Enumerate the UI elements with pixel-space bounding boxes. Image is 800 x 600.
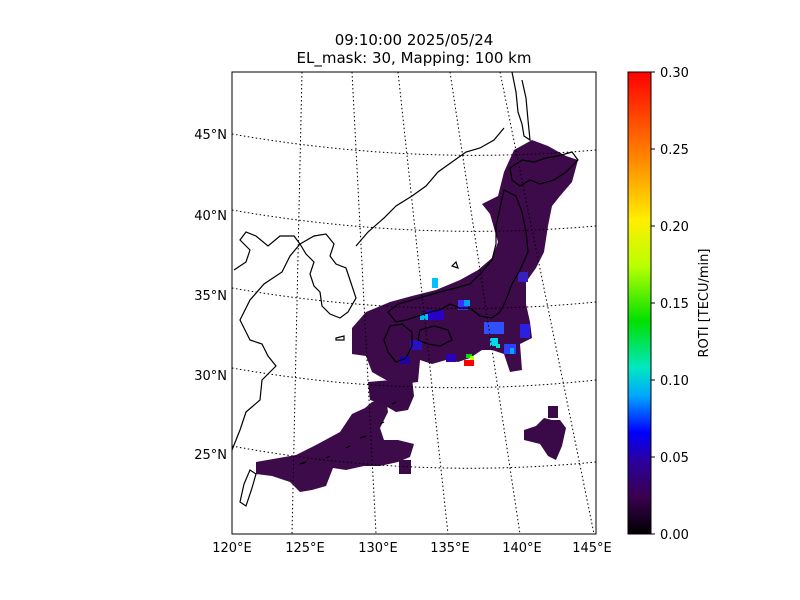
coastline-kyushu <box>383 323 413 363</box>
roti-cell-enhanced <box>520 324 530 338</box>
coastline-china <box>232 231 301 451</box>
graticule-lat-40 <box>232 209 596 232</box>
roti-cell-ogasawara-north <box>548 406 558 418</box>
colorbar-tick-label: 0.20 <box>660 220 689 235</box>
colorbar-tick-label: 0.00 <box>660 528 689 543</box>
roti-cell-hotspot <box>490 338 498 346</box>
graticule-lon-130 <box>351 72 377 534</box>
roti-cell-hotspot <box>496 344 500 348</box>
roti-cells-ogasawara <box>524 418 566 460</box>
roti-cell-enhanced <box>410 340 422 350</box>
lat-label-30: 30°N <box>194 369 227 384</box>
lat-label-45: 45°N <box>194 128 227 143</box>
roti-cell-hotspot <box>420 314 428 320</box>
colorbar-tick-label: 0.05 <box>660 451 689 466</box>
coastline-jeju <box>335 335 345 341</box>
coastline-shikoku <box>417 325 453 347</box>
coastline-ryukyu <box>299 401 397 465</box>
colorbar-tick-label: 0.10 <box>660 374 689 389</box>
coastline-hokkaido <box>509 151 579 187</box>
graticule-lat-30 <box>232 367 596 389</box>
roti-cell-hotspot <box>466 354 472 358</box>
colorbar-tick-label: 0.30 <box>660 66 689 81</box>
lat-label-25: 25°N <box>194 448 227 463</box>
lon-label-135: 135°E <box>430 541 470 556</box>
roti-cell-hotspot <box>470 356 474 360</box>
colorbar-tick-label: 0.15 <box>660 297 689 312</box>
roti-cell-isolated <box>399 460 411 474</box>
graticule-lon-135 <box>397 72 449 534</box>
plot-title-time: 09:10:00 2025/05/24 <box>334 31 494 49</box>
lat-label-40: 40°N <box>194 209 227 224</box>
colorbar: 0.00 0.05 0.10 0.15 0.20 0.25 0.30 ROTI … <box>627 66 712 543</box>
roti-cell-enhanced <box>518 272 528 282</box>
roti-cell-enhanced <box>400 356 410 364</box>
roti-cell-hotspot <box>464 360 474 366</box>
coastline-sado <box>450 260 459 269</box>
coastline-taiwan <box>239 469 257 507</box>
roti-cell-hotspot <box>464 300 470 306</box>
lon-label-120: 120°E <box>212 541 252 556</box>
graticule-lon-145 <box>499 72 595 534</box>
roti-cell-hotspot <box>510 348 514 354</box>
roti-cell-enhanced <box>446 354 456 362</box>
map-frame <box>231 71 597 535</box>
plot-title-settings: EL_mask: 30, Mapping: 100 km <box>296 49 532 67</box>
coastline-korea <box>299 233 357 319</box>
lon-label-130: 130°E <box>358 541 398 556</box>
coastlines <box>232 72 579 507</box>
graticule-lat-45 <box>232 133 596 156</box>
coastline-honshu <box>387 189 529 323</box>
roti-cell-enhanced <box>426 310 444 320</box>
lon-label-145: 145°E <box>572 541 612 556</box>
graticule-lon-140 <box>449 72 521 534</box>
lon-label-140: 140°E <box>502 541 542 556</box>
roti-cells-kyushu-south <box>368 378 414 412</box>
roti-field <box>256 140 578 492</box>
roti-cells-western-japan <box>352 140 578 384</box>
lat-label-35: 35°N <box>194 289 227 304</box>
colorbar-gradient <box>627 71 652 535</box>
roti-cell-enhanced <box>458 300 468 310</box>
coastline-sakhalin <box>511 72 531 142</box>
coastline-primorye <box>355 127 505 247</box>
graticule-lat-35 <box>232 287 596 309</box>
roti-cell-hotspot <box>432 278 438 288</box>
graticule <box>232 72 596 534</box>
graticule-lat-25 <box>232 445 596 469</box>
colorbar-label: ROTI [TECU/min] <box>697 249 712 358</box>
roti-cell-enhanced <box>484 322 504 334</box>
colorbar-tick-label: 0.25 <box>660 143 689 158</box>
graticule-lon-125 <box>291 72 303 534</box>
roti-cells-taiwan-ryukyu <box>256 398 414 492</box>
lon-label-125: 125°E <box>285 541 325 556</box>
